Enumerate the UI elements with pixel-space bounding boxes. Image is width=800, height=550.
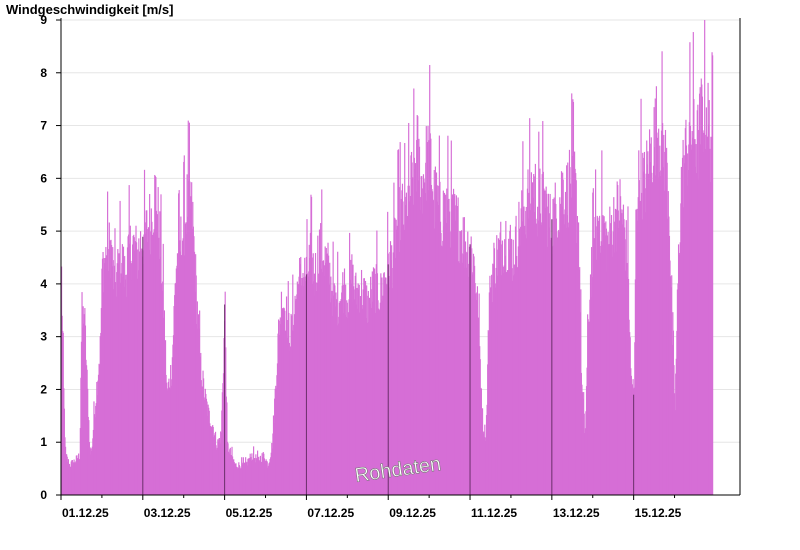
x-tick-label: 13.12.25 xyxy=(553,506,600,520)
axes xyxy=(56,18,741,500)
y-tick-labels: 0 1 2 3 4 5 6 7 8 9 xyxy=(40,13,47,502)
chart-title: Windgeschwindigkeit [m/s] xyxy=(6,2,173,17)
x-tick-label: 03.12.25 xyxy=(144,506,191,520)
y-tick-label: 9 xyxy=(40,13,47,27)
y-tick-label: 2 xyxy=(40,382,47,396)
x-tick-label: 11.12.25 xyxy=(471,506,517,520)
day-markers xyxy=(142,219,635,495)
y-tick-label: 8 xyxy=(40,66,47,80)
x-tick-label: 01.12.25 xyxy=(62,506,109,520)
x-tick-label: 09.12.25 xyxy=(389,506,436,520)
y-tick-label: 5 xyxy=(40,224,47,238)
y-tick-label: 3 xyxy=(40,330,47,344)
bar xyxy=(712,55,714,496)
bars-group xyxy=(61,20,714,496)
x-tick-label: 05.12.25 xyxy=(226,506,273,520)
x-tick-label: 07.12.25 xyxy=(307,506,354,520)
y-tick-label: 4 xyxy=(40,277,47,291)
y-tick-label: 6 xyxy=(40,171,47,185)
x-tick-labels: 01.12.25 03.12.25 05.12.25 07.12.25 09.12.25… xyxy=(62,506,682,520)
y-tick-label: 0 xyxy=(40,488,47,502)
x-tick-label: 15.12.25 xyxy=(635,506,682,520)
y-tick-label: 1 xyxy=(40,435,47,449)
y-tick-label: 7 xyxy=(40,119,47,133)
